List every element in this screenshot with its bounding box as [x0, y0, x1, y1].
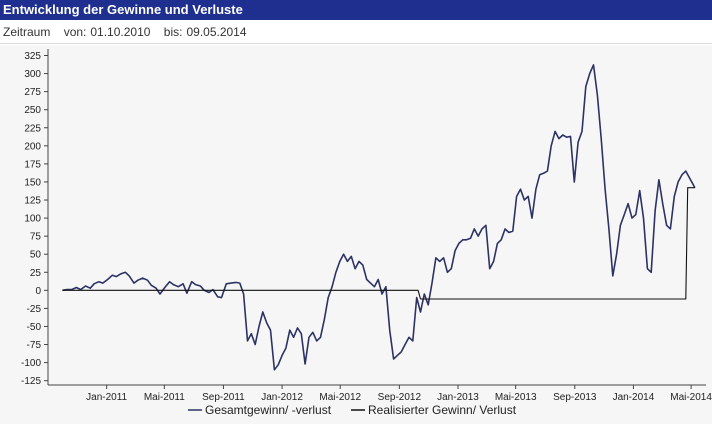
- y-tick-label: 0: [35, 286, 41, 297]
- y-tick-label: -50: [27, 322, 42, 333]
- y-tick-label: 250: [24, 105, 41, 116]
- y-tick-label: 125: [24, 196, 41, 207]
- period-label: Zeitraum: [3, 25, 51, 39]
- x-tick-label: Jan-2011: [86, 392, 127, 403]
- x-tick-label: Mai-2011: [144, 392, 185, 403]
- x-tick-label: Mai-2012: [319, 392, 361, 403]
- y-tick-label: 150: [24, 177, 41, 188]
- x-tick-label: Mai-2013: [495, 392, 537, 403]
- date-range-bar: Zeitraum von: 01.10.2010 bis: 09.05.2014: [0, 20, 712, 44]
- x-tick-label: Jan-2013: [437, 392, 479, 403]
- legend-label-2: Realisierter Gewinn/ Verlust: [368, 403, 517, 417]
- to-label: bis:: [163, 25, 183, 39]
- to-date: 09.05.2014: [186, 25, 247, 39]
- x-tick-label: Sep-2013: [553, 392, 597, 403]
- line-chart: -125 -100 -75 -50 -25 0 25 50 75 100 125 150 175 200 2…: [21, 49, 712, 417]
- y-tick-label: 175: [24, 159, 41, 170]
- x-tick-label: Jan-2014: [613, 392, 655, 403]
- x-tick-label: Mai-2014: [670, 392, 712, 403]
- y-tick-label: -100: [21, 358, 41, 369]
- y-tick-label: 225: [24, 123, 41, 134]
- x-tick-label: Sep-2012: [378, 392, 422, 403]
- y-tick-label: 325: [24, 51, 41, 62]
- y-tick-label: 275: [24, 87, 41, 98]
- plot-background: [48, 49, 706, 385]
- series-line-1: [62, 64, 696, 371]
- y-tick-label: 100: [24, 214, 41, 225]
- y-tick-label: 75: [30, 232, 42, 243]
- series-line-2: [62, 187, 695, 300]
- legend-label-1: Gesamtgewinn/ -verlust: [205, 403, 332, 417]
- x-tick-label: Sep-2011: [202, 392, 245, 403]
- y-tick-label: 300: [24, 69, 41, 80]
- from-date: 01.10.2010: [90, 25, 151, 39]
- y-tick-label: 200: [24, 141, 41, 152]
- y-tick-label: 25: [30, 268, 42, 279]
- y-tick-label: 50: [30, 250, 42, 261]
- chart-area: -125 -100 -75 -50 -25 0 25 50 75 100 125 150 175 200 2…: [0, 45, 712, 424]
- from-label: von:: [63, 25, 87, 39]
- y-tick-label: -25: [27, 304, 42, 315]
- y-tick-label: -75: [27, 340, 42, 351]
- x-tick-label: Jan-2012: [261, 392, 303, 403]
- header-title: Entwicklung der Gewinne und Verluste: [0, 0, 712, 20]
- y-tick-label: -125: [21, 376, 41, 387]
